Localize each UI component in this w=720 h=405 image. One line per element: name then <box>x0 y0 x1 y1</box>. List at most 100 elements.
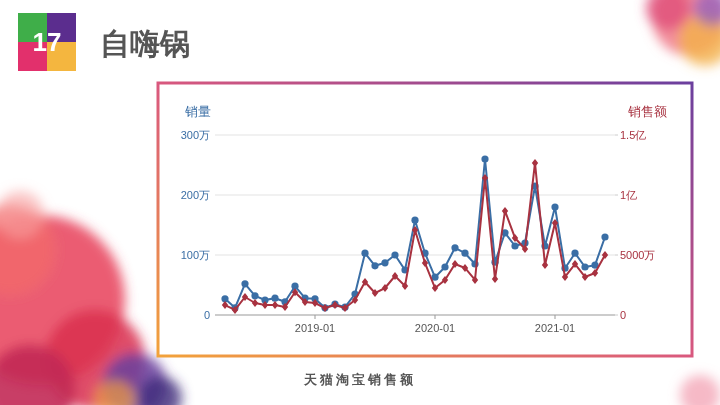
caption: 天猫淘宝销售额 <box>303 372 416 387</box>
series-point <box>581 263 588 270</box>
series-point <box>582 273 588 281</box>
series-point <box>441 263 448 270</box>
plot-area <box>221 155 608 314</box>
series-point <box>321 304 328 311</box>
series-point <box>432 284 438 292</box>
x-tick-label: 2021-01 <box>535 322 575 334</box>
chart-frame <box>158 83 692 356</box>
series-point <box>371 262 378 269</box>
series-point <box>352 296 358 304</box>
series-point <box>342 304 348 312</box>
grid <box>215 135 615 315</box>
series-point <box>262 301 268 309</box>
series-point <box>502 207 508 215</box>
series-point <box>542 261 548 269</box>
splash <box>646 0 690 30</box>
x-tick <box>315 315 316 319</box>
grid-line <box>215 135 615 136</box>
series-point <box>422 259 428 267</box>
y2-axis-title: 销售额 <box>627 104 667 119</box>
series-point <box>492 275 498 283</box>
splash <box>95 380 135 405</box>
series-point <box>381 259 388 266</box>
series <box>221 155 608 311</box>
y-tick-label: 200万 <box>181 189 210 201</box>
series-point <box>592 269 598 277</box>
grid-line <box>215 255 615 256</box>
series-point <box>482 174 488 182</box>
series-point <box>292 288 298 296</box>
series-line <box>225 163 605 310</box>
series-point <box>602 251 608 259</box>
series-point <box>302 298 308 306</box>
series <box>222 159 608 314</box>
y-axis-title: 销量 <box>184 104 211 119</box>
series-point <box>472 276 478 284</box>
y2-tick <box>615 255 618 256</box>
series-point <box>551 203 558 210</box>
series-point <box>462 264 468 272</box>
series-point <box>372 289 378 297</box>
series-point <box>361 250 368 257</box>
series-point <box>512 234 518 242</box>
page-title: 自嗨锅 <box>100 27 190 60</box>
series-point <box>461 250 468 257</box>
series-point <box>532 159 538 167</box>
y2-tick <box>615 315 618 316</box>
splash <box>0 191 44 239</box>
x-tick-label: 2020-01 <box>415 322 455 334</box>
series-point <box>511 242 518 249</box>
series-point <box>282 303 288 311</box>
series-point <box>332 301 338 309</box>
series-point <box>571 250 578 257</box>
y2-tick <box>615 135 618 136</box>
series-point <box>481 155 488 162</box>
page-number: 17 <box>33 27 62 57</box>
series-point <box>522 245 528 253</box>
series-point <box>272 301 278 309</box>
series-point <box>362 278 368 286</box>
y-tick-label: 100万 <box>181 249 210 261</box>
splash <box>680 375 720 405</box>
decoration <box>0 0 720 405</box>
y2-tick <box>615 195 618 196</box>
series-point <box>411 217 418 224</box>
series-point <box>412 226 418 234</box>
splash <box>0 345 75 405</box>
series-point <box>232 306 238 314</box>
x-tick <box>555 315 556 319</box>
series-point <box>452 260 458 268</box>
series-point <box>382 284 388 292</box>
series-point <box>562 273 568 281</box>
series-line <box>225 159 605 308</box>
y-tick-label: 0 <box>204 309 210 321</box>
series-point <box>242 293 248 301</box>
series-point <box>402 282 408 290</box>
series-point <box>322 304 328 312</box>
splash <box>138 376 182 405</box>
slide: 17 自嗨锅 0 100万 200万 300万 0 5000万 1亿 1.5亿 2019-01 202… <box>0 0 720 405</box>
splash <box>694 0 720 26</box>
y2-tick-label: 1亿 <box>620 189 637 201</box>
series-point <box>392 272 398 280</box>
series-point <box>222 301 228 309</box>
x-tick <box>435 315 436 319</box>
y2-tick-label: 0 <box>620 309 626 321</box>
grid-line <box>215 195 615 196</box>
series-point <box>391 251 398 258</box>
page-badge: 17 <box>18 13 76 71</box>
x-tick-label: 2019-01 <box>295 322 335 334</box>
series-point <box>271 295 278 302</box>
y2-tick-label: 5000万 <box>620 249 655 261</box>
y-tick-label: 300万 <box>181 129 210 141</box>
series-point <box>252 299 258 307</box>
series-point <box>451 244 458 251</box>
y2-tick-label: 1.5亿 <box>620 129 646 141</box>
series-point <box>572 260 578 268</box>
series-point <box>251 292 258 299</box>
series-point <box>241 280 248 287</box>
series-point <box>552 219 558 227</box>
series-point <box>601 233 608 240</box>
series-point <box>442 276 448 284</box>
series-point <box>312 299 318 307</box>
